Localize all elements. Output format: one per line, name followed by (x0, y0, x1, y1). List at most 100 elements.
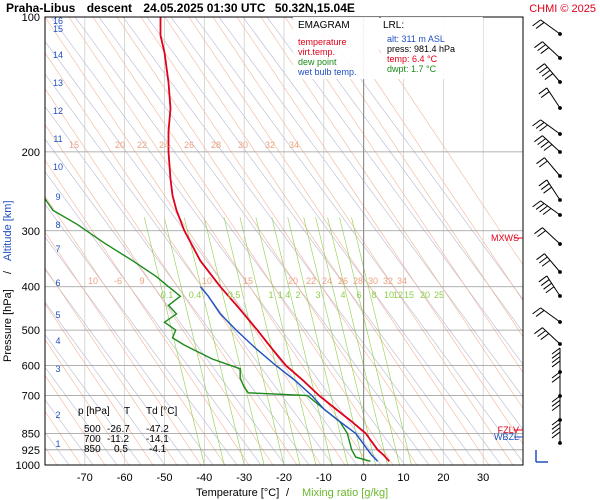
dry-adiabat (45, 40, 358, 465)
mixing-ratio-label: 10 (384, 290, 394, 300)
moist-adiabat (45, 159, 250, 465)
mixing-ratio-label: 30 (238, 140, 248, 150)
dry-adiabat (146, 17, 478, 465)
wind-barb-icon (532, 119, 562, 136)
moist-adiabat (140, 17, 442, 465)
wind-barb-icon (534, 227, 562, 246)
dry-adiabat (218, 17, 523, 431)
mixing-ratio-label: 15 (404, 290, 414, 300)
pressure-tick-label: 100 (22, 12, 40, 24)
altitude-tick-label: 2 (55, 410, 60, 420)
table-header-td: Td [°C] (146, 406, 177, 417)
wind-barb-icon (536, 63, 562, 84)
wind-barb-icon (551, 347, 562, 374)
moist-adiabat (116, 17, 418, 465)
y-axis-separator: / (2, 270, 14, 274)
summary-table: p [hPa] T Td [°C] 500 -26.7 -47.2 700 -1… (78, 406, 177, 455)
temperature-tick-label: -70 (77, 472, 93, 484)
dry-adiabat (266, 17, 523, 366)
dry-adiabat (45, 106, 310, 465)
moist-adiabat (236, 17, 523, 445)
mixing-ratio-label: 12 (393, 290, 403, 300)
sounding-mode: descent (87, 1, 132, 15)
pressure-tick-label: 400 (22, 282, 40, 294)
moist-adiabat (284, 17, 523, 373)
pressure-tick-label: 700 (22, 391, 40, 403)
dry-adiabat (45, 236, 214, 465)
mixing-ratio-label: 15 (69, 140, 79, 150)
mixing-ratio-line (351, 217, 412, 465)
level-marker-label: MXWS (491, 233, 519, 243)
pressure-tick-label: 300 (22, 226, 40, 238)
mixing-ratio-label: 34 (397, 276, 407, 286)
lrl-press: press: 981.4 hPa (387, 44, 455, 54)
altitude-tick-label: 12 (53, 106, 63, 116)
mixing-ratio-line (339, 217, 400, 465)
table-header-p: p [hPa] (78, 406, 110, 417)
svg-text:Praha-Libus descent 24: Praha-Libus descent 24.05.2025 01:30 UTC… (6, 1, 355, 15)
altitude-tick-label: 16 (53, 16, 63, 26)
mixing-ratio-label: 20 (115, 140, 125, 150)
lrl-box: LRL: alt: 311 m ASL press: 981.4 hPa tem… (381, 17, 483, 79)
moist-adiabat (45, 267, 178, 465)
temperature-tick-label: 30 (477, 472, 489, 484)
level-marker-label: WBZL (494, 432, 519, 442)
mixing-ratio-label: 0.1 (161, 290, 174, 300)
dry-adiabat (290, 17, 523, 333)
mixing-ratio-label: 28 (353, 276, 363, 286)
mixing-ratio-line (239, 217, 301, 465)
dry-adiabat (45, 301, 166, 465)
sounding-datetime: 24.05.2025 01:30 UTC (143, 1, 265, 15)
dry-adiabat (45, 269, 190, 465)
mixing-ratio-label: 3 (315, 290, 320, 300)
pressure-tick-label: 500 (22, 325, 40, 337)
mixing-ratio-label: 0.5 (228, 290, 241, 300)
temperature-tick-label: 0 (361, 472, 367, 484)
mixing-ratio-label: 1 (268, 290, 273, 300)
wind-barb-icon (532, 19, 562, 36)
altitude-tick-label: 11 (53, 134, 62, 144)
mixing-ratio-line (163, 217, 225, 465)
mixing-ratio-label: 6 (356, 290, 361, 300)
wind-barb-icon (551, 395, 562, 422)
mixing-ratio-line (183, 217, 245, 465)
dry-adiabat (194, 17, 523, 463)
mixing-ratio-label: 20 (420, 290, 430, 300)
dry-adiabat (314, 17, 523, 300)
dry-adiabat (74, 17, 406, 465)
mixing-ratio-label: 20 (288, 276, 298, 286)
mixing-ratio-label: 34 (289, 140, 299, 150)
altitude-tick-label: 15 (53, 24, 63, 34)
plot-border (44, 16, 524, 466)
temperature-tick-label: -20 (276, 472, 292, 484)
pressure-tick-label: 850 (22, 428, 40, 440)
pressure-tick-label: 1000 (16, 460, 40, 472)
altitude-tick-label: 9 (55, 192, 60, 202)
moist-adiabat (45, 52, 322, 465)
temperature-tick-label: 10 (397, 472, 409, 484)
mixing-ratio-label: 22 (137, 140, 147, 150)
altitude-tick-label: 13 (53, 78, 63, 88)
moist-adiabat (45, 123, 274, 465)
moist-adiabat (188, 17, 490, 465)
x-axis-label: Temperature [°C] (196, 487, 279, 499)
altitude-tick-label: 5 (55, 310, 60, 320)
mixing-ratio-label: 32 (383, 276, 393, 286)
temperature-tick-label: -50 (157, 472, 173, 484)
mixing-ratio-line (327, 217, 388, 465)
legend-temperature: temperature (298, 37, 347, 47)
table-row: 850 (84, 444, 101, 455)
mixing-ratio-line (203, 217, 265, 465)
dry-adiabat (45, 203, 238, 465)
altitude-tick-label: 1 (55, 439, 60, 449)
pressure-tick-label: 600 (22, 361, 40, 373)
mixing-ratio-line (255, 217, 317, 465)
mixing-ratio-label: 28 (211, 140, 221, 150)
mixing-ratio-label: 9 (139, 276, 144, 286)
mixing-ratio-line (271, 217, 333, 465)
mixing-ratio-label: 22 (306, 276, 316, 286)
x-axis-label-2: Mixing ratio [g/kg] (302, 487, 388, 499)
table-cell-td: -47.2 (146, 424, 169, 435)
dry-adiabat (45, 366, 118, 465)
wind-barb-icon (536, 253, 562, 274)
